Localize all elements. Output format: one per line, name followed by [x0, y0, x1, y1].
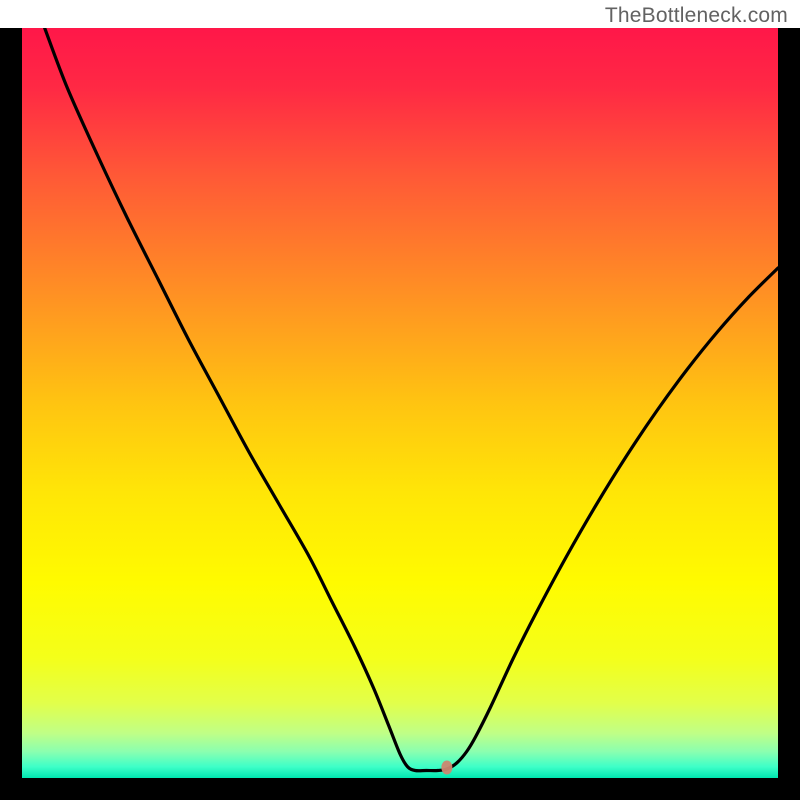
- chart-background: [22, 28, 778, 778]
- watermark-text: TheBottleneck.com: [605, 4, 788, 28]
- bottleneck-chart: [22, 28, 778, 778]
- chart-svg: [22, 28, 778, 778]
- chart-frame: [0, 28, 800, 800]
- optimal-point-marker: [441, 761, 452, 775]
